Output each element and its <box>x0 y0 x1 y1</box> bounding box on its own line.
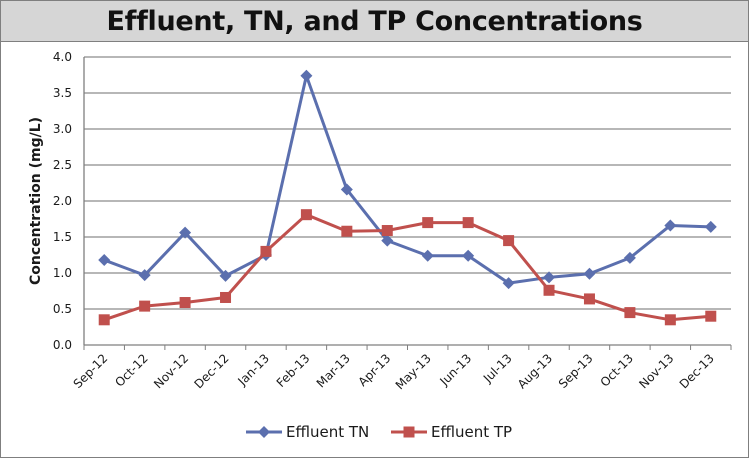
data-point <box>260 245 272 257</box>
y-tick-label: 2.0 <box>53 194 72 208</box>
x-tick-label: Dec-13 <box>677 351 717 391</box>
data-point <box>381 225 393 237</box>
x-tick-label: Jan-13 <box>235 351 273 389</box>
data-point <box>179 226 192 239</box>
x-tick-label: Oct-13 <box>598 351 636 389</box>
data-point <box>583 267 596 280</box>
data-point <box>624 307 636 319</box>
series-effluent-tp <box>98 209 717 326</box>
data-point <box>704 220 717 233</box>
data-point <box>219 269 232 282</box>
data-point <box>98 314 110 326</box>
data-point <box>664 314 676 326</box>
data-point <box>220 291 232 303</box>
legend-square-marker <box>403 426 415 438</box>
data-point <box>421 249 434 262</box>
legend: Effluent TN Effluent TP <box>246 423 512 441</box>
legend-label: Effluent TN <box>286 423 369 441</box>
data-point <box>98 254 111 267</box>
series-line <box>103 74 711 285</box>
y-tick-label: 3.5 <box>53 86 72 100</box>
data-point <box>462 249 475 262</box>
x-tick-label: Nov-13 <box>636 351 676 391</box>
x-tick-label: Oct-12 <box>112 351 150 389</box>
y-tick-label: 0.0 <box>53 338 72 352</box>
chart-title: Effluent, TN, and TP Concentrations <box>106 5 643 37</box>
y-tick-label: 1.5 <box>53 230 72 244</box>
data-point <box>583 293 595 305</box>
x-tick-label: Aug-13 <box>515 351 555 391</box>
x-tick-label: Dec-12 <box>191 351 231 391</box>
x-tick-label: May-13 <box>393 351 434 392</box>
data-point <box>543 284 555 296</box>
data-point <box>138 269 151 282</box>
x-tick-label: Jul-13 <box>480 351 515 386</box>
x-tick-label: Sep-13 <box>556 351 596 391</box>
data-point <box>381 234 394 247</box>
data-point <box>543 271 556 284</box>
data-point <box>664 219 677 232</box>
y-tick-label: 0.5 <box>53 302 72 316</box>
x-tick-label: Jun-13 <box>437 351 475 389</box>
x-tick-label: Sep-12 <box>71 351 111 391</box>
legend-item: Effluent TP <box>391 423 512 441</box>
gridlines <box>84 56 731 310</box>
data-point <box>300 209 312 221</box>
x-tick-label: Apr-13 <box>356 351 394 389</box>
x-tick-label: Mar-13 <box>314 351 353 390</box>
y-tick-label: 4.0 <box>53 50 72 64</box>
data-point <box>139 300 151 312</box>
title-bar: Effluent, TN, and TP Concentrations <box>1 1 748 42</box>
data-point <box>300 69 313 82</box>
legend-label: Effluent TP <box>431 423 512 441</box>
data-point <box>503 235 515 247</box>
data-point <box>422 217 434 229</box>
series <box>98 69 717 326</box>
y-axis-title: Concentration (mg/L) <box>28 117 44 285</box>
legend-item: Effluent TN <box>246 423 369 441</box>
data-point <box>623 251 636 264</box>
data-point <box>502 277 515 290</box>
x-tick-label: Nov-12 <box>151 351 191 391</box>
series-effluent-tn <box>98 69 717 290</box>
legend-diamond-marker <box>258 426 270 438</box>
data-point <box>462 217 474 229</box>
data-point <box>340 183 353 196</box>
x-tick-label: Feb-13 <box>274 351 313 390</box>
y-tick-label: 3.0 <box>53 122 72 136</box>
data-point <box>705 310 717 322</box>
data-point <box>179 297 191 309</box>
y-tick-label: 1.0 <box>53 266 72 280</box>
series-line <box>103 213 711 322</box>
y-tick-label: 2.5 <box>53 158 72 172</box>
data-point <box>341 225 353 237</box>
